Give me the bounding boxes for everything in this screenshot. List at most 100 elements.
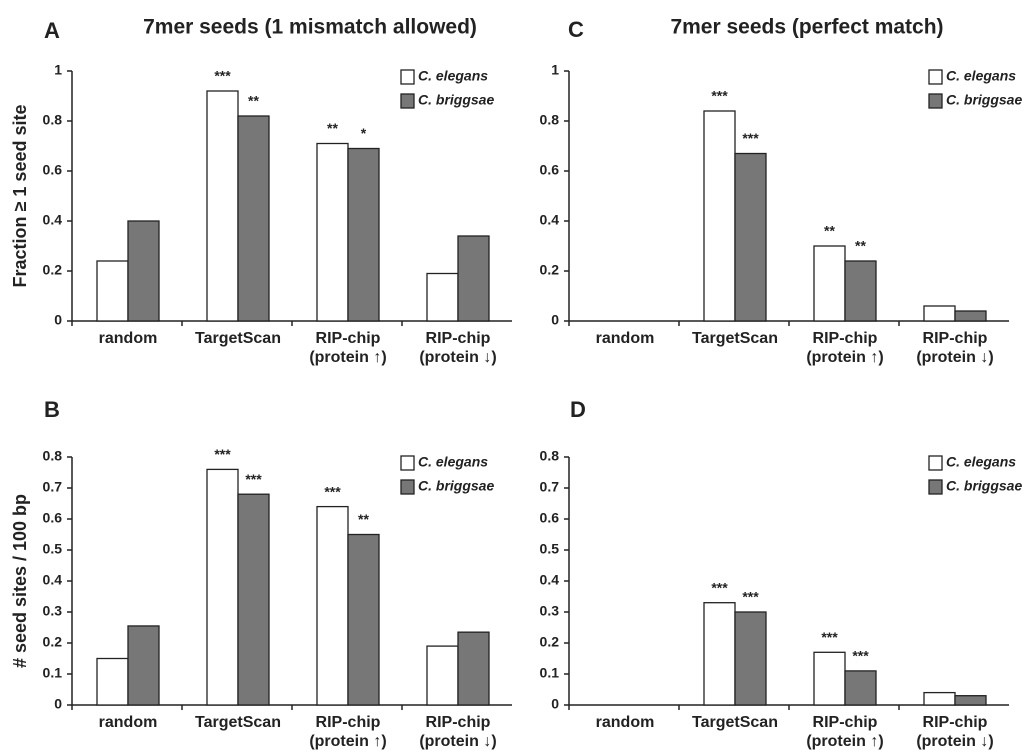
y-tick-label: 0 (54, 312, 62, 328)
significance-label: * (361, 125, 367, 141)
legend-swatch (928, 479, 943, 495)
y-tick-label: 0.5 (540, 541, 560, 557)
significance-label: *** (852, 648, 869, 664)
bar (316, 142, 349, 322)
legend-swatch (400, 93, 415, 109)
y-tick-label: 0.4 (43, 212, 63, 228)
significance-label: *** (711, 88, 728, 104)
y-tick-label: 0.1 (43, 665, 63, 681)
y-axis-label: # seed sites / 100 bp (10, 494, 30, 668)
significance-label: ** (248, 93, 259, 109)
significance-label: *** (245, 471, 262, 487)
x-tick-label: RIP-chip (protein ↓) (419, 714, 496, 750)
significance-label: ** (327, 120, 338, 136)
y-tick-label: 0.7 (43, 479, 63, 495)
legend-label: C. briggsae (946, 478, 1022, 494)
x-tick-label: random (99, 330, 158, 347)
x-tick-label: RIP-chip (protein ↑) (806, 714, 883, 750)
bar (127, 220, 160, 322)
panel-letter: B (44, 397, 60, 422)
x-tick-label: RIP-chip (protein ↑) (806, 330, 883, 366)
x-tick-label: TargetScan (692, 714, 778, 731)
y-tick-label: 0 (551, 696, 559, 712)
legend-label: C. briggsae (418, 92, 494, 108)
panel-letter: A (44, 18, 60, 43)
y-tick-label: 0.4 (540, 212, 560, 228)
significance-label: *** (214, 446, 231, 462)
bar (734, 152, 767, 322)
significance-label: *** (711, 579, 728, 595)
bar (813, 245, 846, 322)
bar (347, 147, 380, 322)
panel-letter: C (568, 17, 584, 42)
y-tick-label: 1 (54, 62, 62, 78)
bar (844, 260, 877, 322)
legend-label: C. elegans (946, 454, 1016, 470)
significance-label: ** (855, 238, 866, 254)
y-tick-label: 0.8 (43, 448, 63, 464)
bar (703, 602, 736, 706)
significance-label: *** (821, 629, 838, 645)
y-tick-label: 0.6 (540, 510, 560, 526)
panel-title: 7mer seeds (1 mismatch allowed) (143, 16, 477, 39)
bar (703, 110, 736, 322)
significance-label: ** (824, 223, 835, 239)
y-tick-label: 0.3 (43, 603, 63, 619)
bar (206, 90, 239, 322)
bar (316, 505, 349, 706)
legend-label: C. elegans (946, 68, 1016, 84)
bar (734, 611, 767, 706)
x-tick-label: random (596, 714, 655, 731)
x-tick-label: random (99, 714, 158, 731)
y-tick-label: 0.3 (540, 603, 560, 619)
legend-label: C. briggsae (946, 92, 1022, 108)
y-tick-label: 0.8 (43, 112, 63, 128)
bar (457, 235, 490, 322)
y-tick-label: 0.5 (43, 541, 63, 557)
y-tick-label: 0.2 (540, 262, 560, 278)
y-tick-label: 0.6 (43, 510, 63, 526)
y-tick-label: 0.6 (540, 162, 560, 178)
legend-swatch (400, 455, 415, 471)
bar (96, 657, 129, 706)
y-tick-label: 0.2 (43, 634, 63, 650)
bar (813, 651, 846, 706)
significance-label: ** (358, 511, 369, 527)
bar (954, 310, 987, 322)
x-tick-label: RIP-chip (protein ↑) (309, 714, 386, 750)
y-axis-label: Fraction ≥ 1 seed site (10, 105, 30, 288)
legend-label: C. elegans (418, 68, 488, 84)
y-tick-label: 0.2 (540, 634, 560, 650)
bar (206, 468, 239, 706)
legend-swatch (928, 93, 943, 109)
bar (923, 691, 956, 706)
y-tick-label: 0.8 (540, 112, 560, 128)
bar (954, 695, 987, 706)
y-tick-label: 0.4 (43, 572, 63, 588)
bar (127, 625, 160, 706)
y-tick-label: 0.8 (540, 448, 560, 464)
x-tick-label: TargetScan (692, 330, 778, 347)
y-tick-label: 1 (551, 62, 559, 78)
panel-letter: D (570, 397, 586, 422)
y-tick-label: 0.1 (540, 665, 560, 681)
bar (96, 260, 129, 322)
x-tick-label: RIP-chip (protein ↑) (309, 330, 386, 366)
bar (237, 115, 270, 322)
significance-label: *** (742, 589, 759, 605)
x-tick-label: random (596, 330, 655, 347)
y-tick-label: 0 (54, 696, 62, 712)
y-tick-label: 0.7 (540, 479, 560, 495)
significance-label: *** (324, 483, 341, 499)
bar (426, 645, 459, 706)
legend-swatch (400, 69, 415, 85)
legend-label: C. elegans (418, 454, 488, 470)
legend-label: C. briggsae (418, 478, 494, 494)
bar (457, 631, 490, 706)
bar (347, 533, 380, 706)
x-tick-label: RIP-chip (protein ↓) (916, 330, 993, 366)
legend-swatch (928, 69, 943, 85)
x-tick-label: RIP-chip (protein ↓) (419, 330, 496, 366)
panel-title: 7mer seeds (perfect match) (670, 16, 943, 39)
